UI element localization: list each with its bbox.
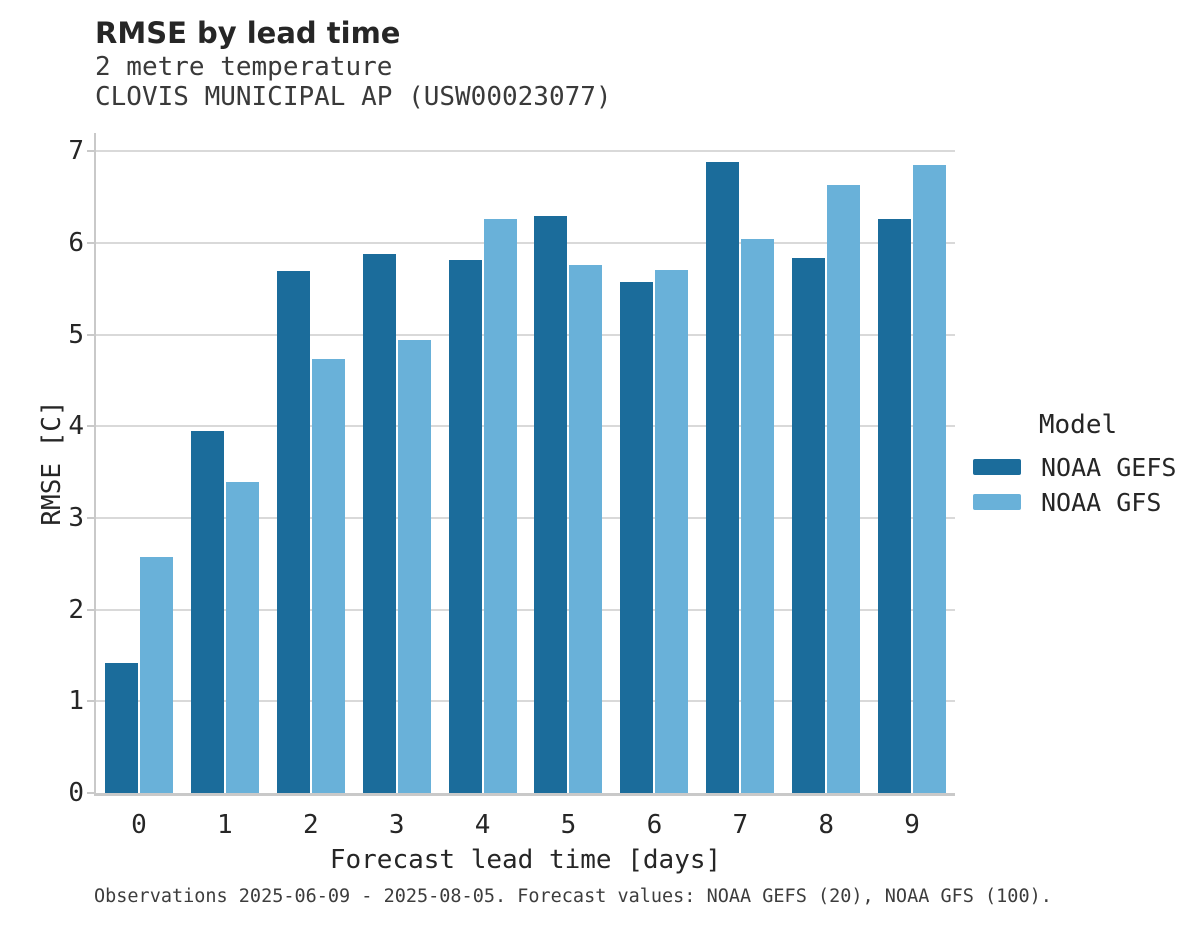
x-tick-label: 0 bbox=[131, 810, 147, 840]
bar-group-day-5 bbox=[526, 133, 612, 793]
x-tick-label: 6 bbox=[646, 810, 663, 840]
y-tick-mark bbox=[87, 150, 94, 153]
chart-title: RMSE by lead time bbox=[95, 16, 401, 50]
bar-group-day-8 bbox=[783, 133, 869, 793]
x-tick-label: 1 bbox=[217, 810, 233, 840]
y-axis-spine bbox=[94, 133, 96, 796]
y-tick-label: 6 bbox=[68, 228, 84, 258]
subtitle-station: CLOVIS MUNICIPAL AP (USW00023077) bbox=[95, 82, 612, 112]
y-tick-mark bbox=[87, 333, 94, 336]
bar-noaa-gefs-day-1 bbox=[190, 430, 224, 793]
bar-group-day-6 bbox=[611, 133, 697, 793]
bar-noaa-gfs-day-3 bbox=[397, 340, 431, 793]
legend-label: NOAA GEFS bbox=[1041, 452, 1177, 482]
x-tick-label: 8 bbox=[818, 810, 835, 840]
gefs-swatch-icon bbox=[973, 459, 1021, 475]
x-axis-spine bbox=[94, 793, 955, 796]
gridline-y2 bbox=[96, 608, 955, 611]
bar-noaa-gfs-day-4 bbox=[483, 219, 517, 793]
y-tick-label: 3 bbox=[68, 503, 84, 533]
bar-noaa-gfs-day-7 bbox=[741, 239, 775, 793]
legend-title: Model bbox=[1038, 410, 1118, 440]
bar-group-day-1 bbox=[182, 133, 268, 793]
y-tick-labels: 0 1 2 3 4 5 6 7 bbox=[0, 133, 84, 808]
bar-noaa-gefs-day-8 bbox=[792, 257, 826, 793]
caption-text: Observations 2025-06-09 - 2025-08-05. Fo… bbox=[94, 886, 1052, 907]
y-axis-title: RMSE [C] bbox=[37, 400, 67, 526]
y-tick-mark bbox=[87, 517, 94, 519]
y-tick-label: 5 bbox=[68, 319, 84, 350]
bar-groups bbox=[96, 133, 955, 793]
gridline-y6 bbox=[96, 242, 955, 244]
subtitle-variable: 2 metre temperature bbox=[95, 52, 393, 82]
y-tick-label: 1 bbox=[68, 686, 84, 717]
bar-noaa-gfs-day-5 bbox=[569, 265, 603, 793]
y-tick-mark bbox=[87, 242, 94, 244]
x-tick-label: 4 bbox=[474, 810, 491, 840]
y-tick-mark bbox=[87, 700, 94, 703]
x-tick-label: 2 bbox=[302, 810, 319, 840]
bar-group-day-3 bbox=[354, 133, 440, 793]
bar-group-day-0 bbox=[96, 133, 182, 793]
bar-group-day-7 bbox=[697, 133, 783, 793]
y-tick-label: 2 bbox=[68, 594, 84, 625]
bar-noaa-gefs-day-0 bbox=[104, 662, 138, 793]
gridline-y4 bbox=[96, 425, 955, 428]
bar-noaa-gfs-day-6 bbox=[655, 269, 689, 793]
gridline-y7 bbox=[96, 150, 955, 153]
y-tick-mark bbox=[87, 792, 94, 794]
legend-item-noaa-gefs: NOAA GEFS bbox=[973, 452, 1183, 482]
bar-noaa-gefs-day-6 bbox=[620, 282, 654, 793]
y-tick-mark bbox=[87, 608, 94, 611]
y-tick-label: 0 bbox=[68, 778, 84, 808]
bar-noaa-gfs-day-9 bbox=[913, 165, 947, 793]
x-axis-title: Forecast lead time [days] bbox=[329, 845, 722, 875]
gridline-y1 bbox=[96, 700, 955, 703]
bar-noaa-gefs-day-4 bbox=[448, 260, 482, 793]
legend-label: NOAA GFS bbox=[1041, 487, 1162, 517]
x-tick-label: 7 bbox=[732, 810, 749, 840]
bar-noaa-gefs-day-7 bbox=[706, 162, 740, 793]
x-tick-labels: 0 1 2 3 4 5 6 7 8 9 bbox=[96, 810, 955, 840]
y-tick-mark bbox=[87, 425, 94, 428]
x-tick-label: 3 bbox=[388, 810, 405, 840]
bar-noaa-gefs-day-9 bbox=[878, 219, 912, 793]
bar-noaa-gfs-day-1 bbox=[225, 482, 259, 793]
bar-noaa-gefs-day-3 bbox=[362, 254, 396, 793]
plot-area bbox=[87, 133, 955, 796]
bar-noaa-gefs-day-2 bbox=[276, 270, 310, 793]
x-tick-label: 9 bbox=[904, 810, 920, 840]
bar-group-day-9 bbox=[869, 133, 955, 793]
y-tick-label: 7 bbox=[68, 136, 84, 167]
bar-noaa-gfs-day-8 bbox=[827, 185, 861, 793]
legend: Model NOAA GEFS NOAA GFS bbox=[973, 410, 1183, 524]
gridline-y3 bbox=[96, 517, 955, 519]
bar-noaa-gfs-day-0 bbox=[139, 557, 173, 793]
x-tick-label: 5 bbox=[560, 810, 577, 840]
bar-noaa-gfs-day-2 bbox=[311, 359, 345, 793]
chart-subtitle: 2 metre temperature CLOVIS MUNICIPAL AP (… bbox=[95, 52, 612, 112]
legend-item-noaa-gfs: NOAA GFS bbox=[973, 487, 1183, 517]
bar-group-day-2 bbox=[268, 133, 354, 793]
bar-noaa-gefs-day-5 bbox=[534, 215, 568, 793]
gridline-y5 bbox=[96, 333, 955, 336]
gfs-swatch-icon bbox=[973, 494, 1021, 510]
y-tick-label: 4 bbox=[68, 411, 84, 442]
bar-group-day-4 bbox=[440, 133, 526, 793]
